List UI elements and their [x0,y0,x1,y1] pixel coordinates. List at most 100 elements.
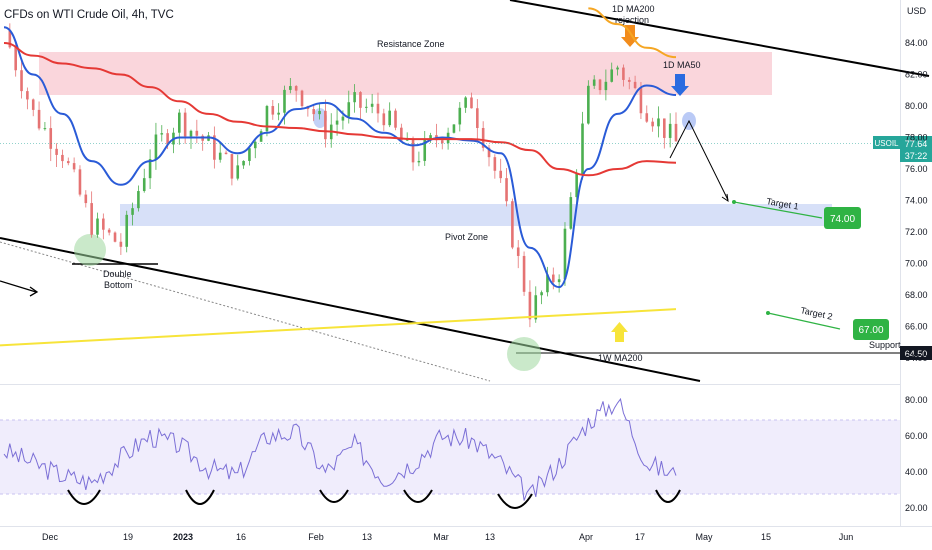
price-tick-label: 72.00 [905,227,928,237]
double-bottom-label-1: Double [103,269,132,279]
time-tick-label: Dec [42,532,59,542]
candle-body [318,110,321,115]
candle-body [131,208,134,215]
candle-body [37,109,41,129]
candle-body [505,178,508,202]
candle-body [26,91,29,100]
candle-body [610,69,614,82]
projection-path [669,119,729,201]
price-tick-label: 82.00 [905,70,928,80]
price-tick-label: 84.00 [905,38,928,48]
candle-body [218,152,222,160]
series-1d-ma200 [588,7,677,59]
time-tick-label: 13 [362,532,372,542]
candle-body [166,133,169,145]
target1-badge-text: 74.00 [830,214,855,225]
time-tick-label: 13 [485,532,495,542]
candle-body [154,134,158,160]
candle-body [674,123,678,142]
target1-badge[interactable] [824,207,861,229]
orange-down-arrow [621,25,639,47]
countdown-text: 37:22 [905,151,928,161]
candle-body [49,128,53,149]
candle-body [668,123,672,138]
candle-body [394,110,397,128]
rsi-smile-1 [67,489,101,505]
candle-body [242,160,245,166]
rsi-smile-5 [497,493,533,509]
candle-body [14,47,17,71]
candle-body [265,106,269,132]
candle-body [113,232,117,242]
target1-dot [732,200,736,204]
resistance-zone-label: Resistance Zone [377,39,445,49]
rsi-tick-group: 80.00 60.00 40.00 20.00 [905,395,928,513]
candle-body [324,110,327,140]
candle-body [551,274,555,283]
candle-body [66,161,70,164]
candle-body [417,160,421,163]
candle-body [592,79,596,86]
ma200-rejection-label-1: 1D MA200 [612,4,655,14]
candle-body [359,92,362,108]
candle-body [300,90,304,107]
candle-body [581,123,584,174]
candle-body [493,157,497,171]
candle-body [598,79,602,91]
candle-body [96,218,99,235]
currency-label: USD [907,6,927,16]
ma200-rejection-label-2: rejection [615,15,649,25]
candle-body [663,118,666,138]
time-tick-label: Feb [308,532,324,542]
candle-body [575,173,578,198]
candle-body [557,279,561,283]
price-tick-label: 68.00 [905,290,928,300]
candle-body [271,106,275,115]
candle-body [364,106,368,108]
candle-body [142,178,146,192]
candle-body [616,67,619,70]
candle-body [452,124,456,133]
candle-body [499,170,502,179]
last-price-text: 77.64 [905,139,928,149]
candle-body [312,109,316,115]
time-tick-label: 15 [761,532,771,542]
candle-body [61,154,64,162]
time-tick-label: May [695,532,713,542]
chart-title: CFDs on WTI Crude Oil, 4h, TVC [4,9,174,21]
candle-body [20,70,23,92]
time-tick-label: 19 [123,532,133,542]
candle-body [540,292,543,296]
w-ma200-label: 1W MA200 [598,353,643,363]
candle-body [622,67,625,80]
time-tick-label: 16 [236,532,246,542]
rsi-line [3,397,677,501]
symbol-badge [873,136,900,149]
candle-body [148,159,152,179]
candle-body [183,112,187,137]
candle-body [224,152,228,155]
candle-body [423,138,427,161]
pivot-zone[interactable] [120,204,832,226]
target2-badge[interactable] [853,319,889,340]
candle-body [587,85,590,124]
candle-body [160,133,164,135]
candle-body [487,147,491,158]
candle-body [429,135,432,139]
price-tick-label: 74.00 [905,196,928,206]
rsi-tick-label: 20.00 [905,503,928,513]
candle-body [189,130,193,137]
support-label: Support [869,340,901,350]
candle-body [31,99,35,110]
price-tick-label: 70.00 [905,259,928,269]
price-axis[interactable] [900,0,932,550]
ma50-touch-marker [313,108,327,128]
upper-trendline[interactable] [509,0,930,77]
lower-trendline[interactable] [0,237,701,382]
resistance-zone[interactable] [39,52,772,95]
price-tick-label: 76.00 [905,164,928,174]
series-4h-ma200 [3,42,677,177]
pivot-zone-label: Pivot Zone [445,232,488,242]
dotted-trendline [0,241,491,382]
